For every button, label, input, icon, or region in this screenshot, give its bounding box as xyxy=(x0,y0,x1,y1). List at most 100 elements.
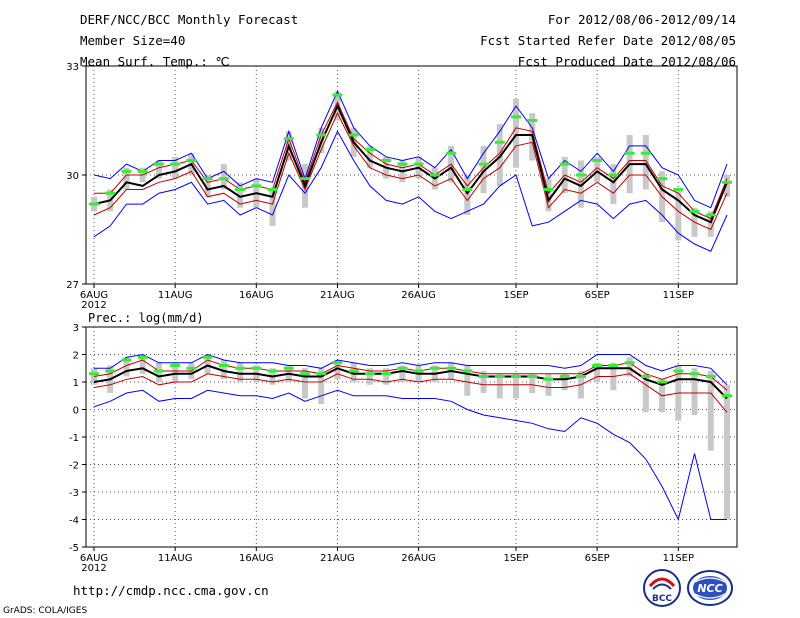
spread-box xyxy=(366,368,373,385)
spread-box xyxy=(172,156,179,179)
spread-box xyxy=(545,373,552,396)
spread-box xyxy=(139,354,146,374)
x-tick-label: 21AUG xyxy=(320,290,355,301)
fcst-started-date: Fcst Started Refer Date 2012/08/05 xyxy=(480,33,736,48)
spread-box xyxy=(204,175,211,197)
spread-box xyxy=(642,135,649,190)
spread-box xyxy=(529,373,536,393)
ncc-logo-text: NCC xyxy=(697,582,722,595)
spread-box xyxy=(724,175,730,197)
member-size: Member Size=40 xyxy=(80,33,186,48)
spread-box xyxy=(480,145,487,194)
y-tick-label: 30 xyxy=(66,171,79,182)
x-tick-label: 6AUG xyxy=(80,290,108,301)
spread-box xyxy=(496,124,503,186)
y-tick-label: 0 xyxy=(73,406,79,417)
spread-box xyxy=(204,354,211,374)
x-tick-year: 2012 xyxy=(81,563,106,574)
series-line-max xyxy=(94,353,728,386)
x-tick-label: 1SEP xyxy=(503,553,528,564)
x-tick-label: 16AUG xyxy=(239,553,274,564)
series-line-upper xyxy=(94,101,728,220)
series-line-min xyxy=(93,389,727,521)
spread-box xyxy=(334,360,341,380)
spread-box xyxy=(480,371,487,393)
series-line-max xyxy=(93,90,728,209)
fcst-produced-date: Fcst Produced Date 2012/08/06 xyxy=(517,54,736,69)
spread-box xyxy=(302,368,308,399)
series-line-lower xyxy=(93,373,728,413)
spread-box xyxy=(464,175,471,215)
x-tick-label: 11SEP xyxy=(663,290,694,301)
x-tick-label: 6SEP xyxy=(585,290,610,301)
bcc-logo: BCC xyxy=(643,569,681,607)
x-tick-label: 11AUG xyxy=(158,290,193,301)
y-tick-label: -4 xyxy=(69,516,79,527)
spread-box xyxy=(269,189,276,226)
spread-box xyxy=(220,164,227,190)
series-line-lower xyxy=(93,112,728,231)
forecast-period: For 2012/08/06-2012/09/14 xyxy=(547,12,736,27)
spread-box xyxy=(561,373,568,391)
source-url[interactable]: http://cmdp.ncc.cma.gov.cn xyxy=(73,583,269,598)
header-right: For 2012/08/06-2012/09/14 Fcst Started R… xyxy=(480,12,736,75)
series-line-upper xyxy=(93,359,728,391)
spread-box xyxy=(383,368,390,385)
series-line-min xyxy=(93,130,728,252)
x-tick-label: 26AUG xyxy=(401,290,436,301)
series-line-mean xyxy=(93,103,728,224)
spread-box xyxy=(496,373,503,399)
spread-box xyxy=(172,362,179,382)
y-tick-label: 2 xyxy=(73,351,79,362)
spread-box xyxy=(464,365,471,396)
x-tick-label: 1SEP xyxy=(503,290,528,301)
spread-box xyxy=(610,164,617,205)
grads-credit: GrADS: COLA/IGES xyxy=(3,606,88,616)
x-tick-label: 26AUG xyxy=(401,553,436,564)
spread-box xyxy=(155,160,162,179)
spread-box xyxy=(513,373,519,399)
spread-box xyxy=(237,362,244,382)
forecast-title: DERF/NCC/BCC Monthly Forecast xyxy=(80,12,299,27)
spread-box xyxy=(675,189,682,241)
spread-box xyxy=(220,360,227,380)
x-tick-label: 11SEP xyxy=(663,553,694,564)
y-tick-label: 3 xyxy=(73,323,79,334)
series-line-mean xyxy=(93,364,728,400)
x-tick-label: 6AUG xyxy=(80,553,108,564)
x-tick-year: 2012 xyxy=(81,300,106,311)
spread-box xyxy=(123,167,130,190)
spread-box xyxy=(626,357,633,377)
y-tick-label: 27 xyxy=(66,280,79,291)
spread-box xyxy=(594,362,601,382)
spread-box xyxy=(707,211,714,237)
panel-title: Prec.: log(mm/d) xyxy=(88,311,204,325)
x-tick-label: 11AUG xyxy=(158,553,193,564)
x-tick-label: 21AUG xyxy=(320,553,355,564)
y-tick-label: 1 xyxy=(73,378,79,389)
spread-box xyxy=(691,368,698,415)
y-tick-label: -3 xyxy=(69,488,79,499)
spread-box xyxy=(123,357,130,377)
spread-box xyxy=(513,98,519,168)
spread-box xyxy=(545,178,552,212)
variable-label: Mean Surf. Temp.: ℃ xyxy=(80,54,230,69)
spread-box xyxy=(366,145,373,168)
header-left: DERF/NCC/BCC Monthly Forecast Member Siz… xyxy=(80,12,298,75)
spread-box xyxy=(594,156,601,183)
x-tick-label: 6SEP xyxy=(585,553,610,564)
ncc-logo: NCC xyxy=(687,570,733,606)
spread-box xyxy=(318,368,325,404)
spread-box xyxy=(642,373,649,413)
spread-box xyxy=(724,384,730,520)
spread-box xyxy=(707,371,714,451)
y-tick-label: -5 xyxy=(69,543,79,554)
spread-box xyxy=(399,365,406,382)
bcc-logo-text: BCC xyxy=(652,594,672,604)
y-tick-label: -1 xyxy=(69,433,79,444)
spread-box xyxy=(237,182,244,208)
y-tick-label: -2 xyxy=(69,461,79,472)
